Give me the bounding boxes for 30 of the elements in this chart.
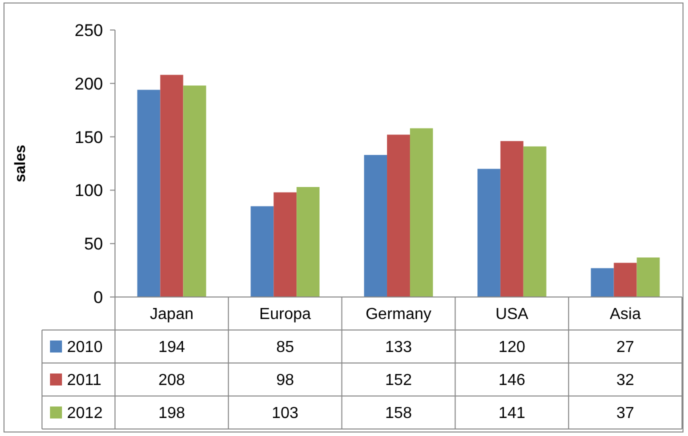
data-label: 103: [272, 405, 299, 422]
data-label: 146: [498, 372, 526, 390]
x-tick-label: Asia: [610, 306, 641, 324]
data-label: 98: [276, 372, 294, 390]
data-label: 158: [385, 405, 412, 422]
legend-label: 2010: [67, 339, 103, 356]
data-label: 37: [616, 405, 634, 422]
data-label: 141: [498, 405, 526, 422]
y-tick-label: 200: [74, 74, 103, 94]
data-label: 85: [276, 339, 294, 356]
data-label: 120: [498, 339, 526, 356]
y-axis-title: sales: [12, 144, 29, 182]
y-tick-label: 50: [84, 234, 103, 254]
y-tick-label: 250: [74, 20, 103, 40]
data-label: 32: [616, 372, 634, 390]
legend-label: 2012: [67, 405, 103, 422]
data-label: 208: [158, 372, 186, 390]
x-tick-label: Europa: [259, 306, 311, 324]
x-tick-label: Germany: [366, 306, 432, 324]
legend-label: 2011: [67, 372, 102, 390]
data-label: 194: [158, 339, 186, 356]
data-label: 198: [158, 405, 186, 422]
y-tick-label: 100: [74, 181, 103, 200]
x-tick-label: Japan: [150, 306, 194, 324]
y-tick-label: 0: [94, 288, 103, 307]
data-label: 152: [385, 372, 412, 390]
y-tick-label: 150: [74, 128, 103, 147]
data-label: 133: [385, 339, 412, 356]
data-label: 27: [616, 339, 634, 356]
x-tick-label: USA: [495, 306, 529, 324]
